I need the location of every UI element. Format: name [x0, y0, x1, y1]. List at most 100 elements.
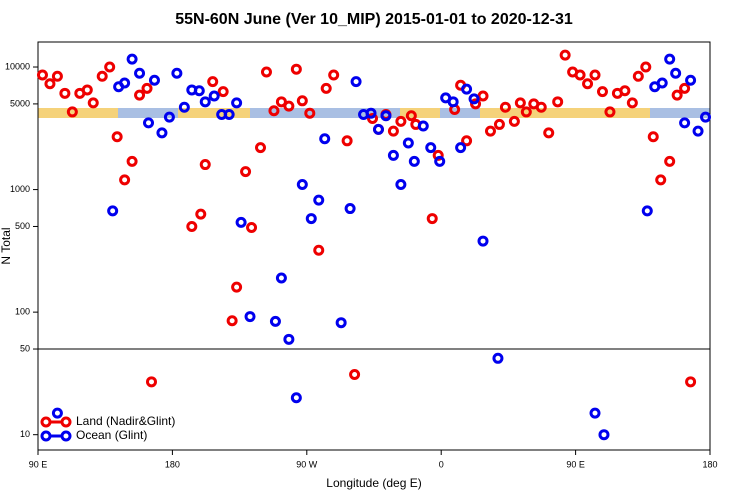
- point: [598, 429, 610, 441]
- x-tick-label: 180: [702, 459, 717, 469]
- band-ocean: [250, 108, 400, 118]
- y-tick-label: 500: [15, 221, 30, 231]
- point: [492, 352, 504, 364]
- point: [51, 407, 63, 419]
- point: [255, 142, 267, 154]
- point: [619, 85, 631, 97]
- point: [520, 106, 532, 118]
- point: [447, 96, 459, 108]
- y-tick-label: 50: [20, 343, 30, 353]
- point: [156, 127, 168, 139]
- point: [493, 118, 505, 130]
- legend-marker: [40, 416, 52, 428]
- point: [104, 61, 116, 73]
- point: [107, 205, 119, 217]
- point: [380, 110, 392, 122]
- point: [671, 89, 683, 101]
- point: [405, 110, 417, 122]
- x-tick-label: 0: [439, 459, 444, 469]
- x-tick-label: 180: [165, 459, 180, 469]
- point: [484, 125, 496, 137]
- point: [387, 149, 399, 161]
- point: [543, 127, 555, 139]
- point: [44, 78, 56, 90]
- band-ocean: [118, 108, 178, 118]
- point: [640, 61, 652, 73]
- point: [604, 106, 616, 118]
- point: [335, 317, 347, 329]
- point: [685, 376, 697, 388]
- point: [81, 84, 93, 96]
- point: [535, 101, 547, 113]
- point: [596, 86, 608, 98]
- point: [664, 155, 676, 167]
- point: [304, 107, 316, 119]
- point: [461, 83, 473, 95]
- legend-marker: [60, 416, 72, 428]
- point: [171, 67, 183, 79]
- point: [641, 205, 653, 217]
- point: [432, 149, 444, 161]
- point: [692, 125, 704, 137]
- point: [344, 203, 356, 215]
- x-tick-label: 90 E: [29, 459, 48, 469]
- point: [246, 222, 258, 234]
- point: [193, 85, 205, 97]
- point: [207, 76, 219, 88]
- point: [372, 123, 384, 135]
- point: [126, 155, 138, 167]
- point: [199, 96, 211, 108]
- point: [296, 179, 308, 191]
- point: [477, 235, 489, 247]
- y-axis-label: N Total: [0, 227, 13, 264]
- point: [626, 97, 638, 109]
- point: [208, 90, 220, 102]
- point: [402, 137, 414, 149]
- y-tick-label: 5000: [10, 98, 30, 108]
- point: [240, 166, 252, 178]
- point: [119, 77, 131, 89]
- point: [468, 93, 480, 105]
- point: [656, 77, 668, 89]
- point: [508, 115, 520, 127]
- point: [349, 368, 361, 380]
- point: [320, 82, 332, 94]
- point: [434, 155, 446, 167]
- point: [417, 120, 429, 132]
- point: [670, 67, 682, 79]
- point: [455, 142, 467, 154]
- point: [296, 95, 308, 107]
- point: [231, 281, 243, 293]
- point: [217, 86, 229, 98]
- point: [470, 98, 482, 110]
- x-tick-label: 90 E: [566, 459, 585, 469]
- point: [268, 105, 280, 117]
- point: [685, 74, 697, 86]
- point: [582, 78, 594, 90]
- point: [425, 142, 437, 154]
- point: [589, 69, 601, 81]
- point: [461, 135, 473, 147]
- point: [260, 66, 272, 78]
- chart-title: 55N-60N June (Ver 10_MIP) 2015-01-01 to …: [175, 11, 573, 28]
- point: [632, 70, 644, 82]
- point: [426, 213, 438, 225]
- point: [367, 113, 379, 125]
- y-tick-label: 10000: [5, 61, 30, 71]
- point: [59, 87, 71, 99]
- point: [148, 74, 160, 86]
- y-tick-label: 100: [15, 307, 30, 317]
- x-tick-label: 90 W: [296, 459, 318, 469]
- point: [134, 67, 146, 79]
- point: [269, 315, 281, 327]
- point: [395, 115, 407, 127]
- point: [408, 155, 420, 167]
- point: [275, 272, 287, 284]
- point: [36, 69, 48, 81]
- point: [163, 111, 175, 123]
- point: [514, 97, 526, 109]
- point: [499, 101, 511, 113]
- x-axis-label: Longitude (deg E): [326, 476, 421, 490]
- point: [589, 407, 601, 419]
- point: [290, 392, 302, 404]
